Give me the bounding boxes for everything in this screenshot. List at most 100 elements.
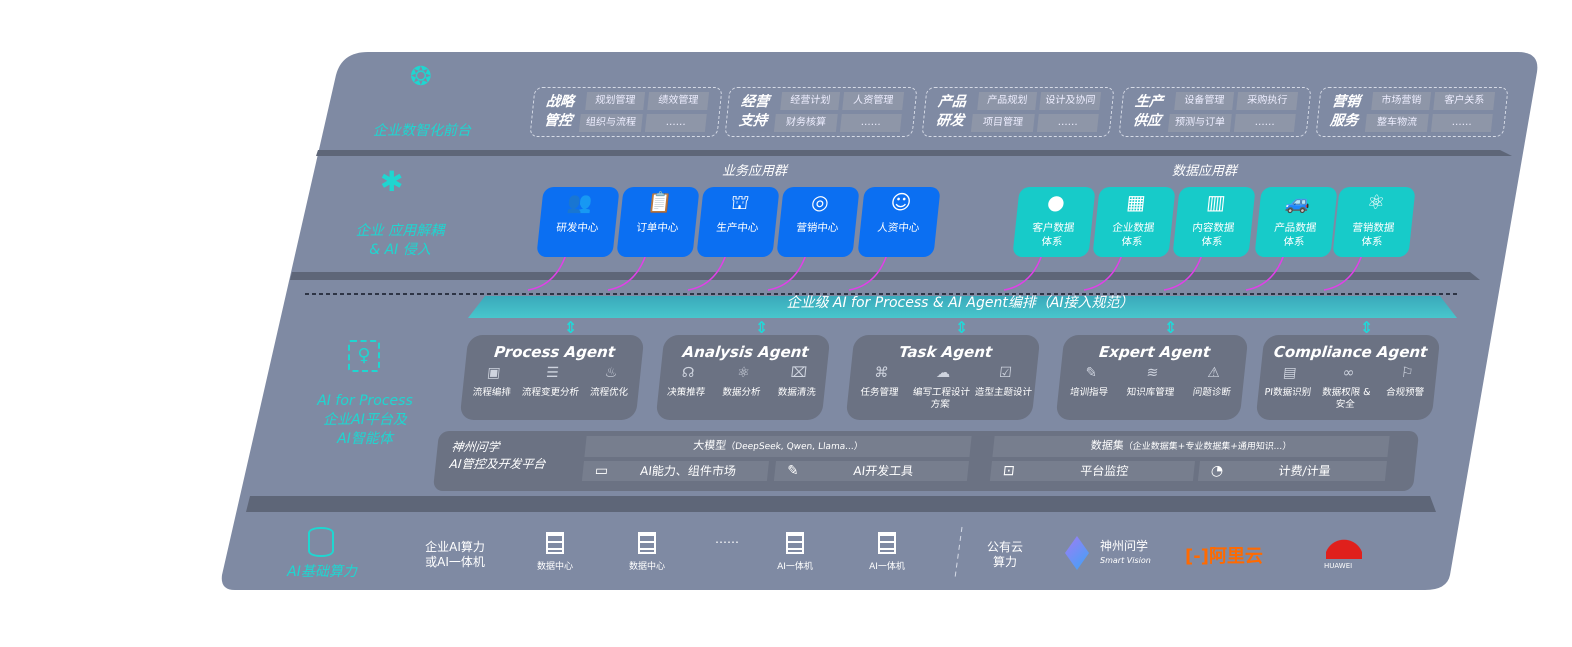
capability-label: 流程优化 — [589, 387, 629, 398]
list-icon: ☰ — [545, 365, 560, 381]
card-label: 客户数据 — [1031, 222, 1075, 234]
card-label: 企业数据 — [1111, 222, 1155, 234]
platform-cell-label: 平台监控 — [1079, 464, 1130, 478]
capability-chip: 人资管理 — [842, 92, 905, 110]
capability-label: 任务管理 — [859, 387, 900, 398]
group-title: 生产 供应 — [1132, 94, 1164, 129]
platform-cell[interactable]: ✎ AI开发工具 — [773, 461, 969, 481]
card-label: 体系 — [1040, 236, 1064, 248]
capability-chip: 设计及协同 — [1039, 92, 1102, 110]
capability-group: 营销 服务 市场营销 客户关系 整车物流…… — [1315, 87, 1509, 137]
layer-divider — [316, 150, 1512, 156]
person-icon: ☺ — [889, 190, 913, 214]
data-app-card[interactable]: ▥ 内容数据体系 — [1172, 187, 1256, 257]
capability-chip: 预测与订单 — [1167, 114, 1232, 132]
capability-chip: 市场营销 — [1371, 92, 1432, 110]
agent-title: Process Agent — [493, 343, 617, 361]
agent-capability: ☁ 编写工程设计方案 — [909, 365, 975, 411]
dev-tool-icon: ✎ — [786, 463, 800, 479]
agent-card: Analysis Agent ☊ 决策推荐 ⚛ 数据分析 ⌧ 数据清洗 — [655, 335, 831, 420]
platform-cell[interactable]: ▭ AI能力、组件市场 — [581, 461, 769, 481]
orchestration-banner-shape — [468, 296, 1457, 318]
capability-chip: …… — [1036, 114, 1099, 132]
capability-label: 造型主题设计 — [974, 387, 1033, 398]
card-label: 订单中心 — [635, 222, 679, 234]
large-model-bar: 大模型（DeepSeek, Qwen, Llama...） — [584, 436, 972, 457]
capability-label: 流程编排 — [472, 387, 512, 398]
capability-chip: …… — [644, 114, 707, 132]
capability-chip: 整车物流 — [1364, 114, 1429, 132]
capability-chip: …… — [1430, 114, 1493, 132]
agent-capability: ≋ 知识库管理 — [1119, 365, 1183, 399]
business-app-card[interactable]: 📋 订单中心 — [616, 187, 700, 257]
public-cloud-label: 公有云 算力 — [986, 540, 1023, 569]
alert-icon: ⚐ — [1399, 365, 1415, 381]
data-app-card[interactable]: ▦ 企业数据 体系 — [1092, 187, 1176, 257]
capability-chip: 设备管理 — [1174, 92, 1235, 110]
layer-label-infra: AI基础算力 — [287, 564, 357, 580]
agent-capability: ⚠ 问题诊断 — [1181, 365, 1245, 399]
agent-capability: ☑ 造型主题设计 — [971, 365, 1037, 411]
agent-card: Compliance Agent ▤ PI数据识别 ∞ 数据权限 & 安全 ⚐ 合规预警 — [1255, 335, 1441, 420]
capability-label: PI数据识别 — [1263, 387, 1312, 398]
capability-chip: 组织与流程 — [578, 114, 643, 132]
capability-chip: 项目管理 — [970, 114, 1035, 132]
bidirectional-arrow-icon: ⇕ — [564, 318, 578, 337]
ellipsis: …… — [715, 532, 739, 546]
agent-capability: ☊ 决策推荐 — [658, 365, 716, 399]
business-app-card[interactable]: ⛫ 生产中心 — [696, 187, 780, 257]
vendor-aliyun: [-]阿里云 — [1185, 546, 1263, 567]
agent-capabilities: ✎ 培训指导 ≋ 知识库管理 ⚠ 问题诊断 — [1058, 365, 1245, 399]
capability-chip: …… — [1233, 114, 1296, 132]
data-app-card[interactable]: ● 客户数据 体系 — [1012, 187, 1096, 257]
diagnose-icon: ⚠ — [1206, 365, 1221, 381]
ai-platform: 神州问学 AI管控及开发平台 大模型（DeepSeek, Qwen, Llama.… — [432, 431, 1420, 491]
factory-icon: ⛫ — [729, 190, 751, 214]
card-label: 人资中心 — [876, 222, 920, 234]
link-icon: ∞ — [1341, 365, 1356, 381]
business-app-card[interactable]: ◎ 营销中心 — [776, 187, 860, 257]
card-label: 体系 — [1282, 236, 1306, 248]
agent-capability: ⌧ 数据清洗 — [769, 365, 827, 399]
server: AI一体机 — [770, 532, 820, 575]
vendor-huawei: HUAWEI — [1324, 562, 1353, 570]
server-label: 数据中心 — [628, 562, 665, 572]
agent-capability: ♨ 流程优化 — [579, 365, 640, 399]
server-icon — [878, 532, 896, 554]
platform-cell[interactable]: ◔ 计费/计量 — [1197, 461, 1387, 481]
capability-chip: 财务核算 — [773, 114, 838, 132]
capability-group: 战略 管控 规划管理 绩效管理 组织与流程…… — [529, 87, 723, 137]
capability-chip: 绩效管理 — [647, 92, 710, 110]
card-label: 营销数据 — [1351, 222, 1395, 234]
card-label: 体系 — [1360, 236, 1384, 248]
bidirectional-arrow-icon: ⇕ — [755, 318, 769, 337]
bidirectional-arrow-icon: ⇕ — [1360, 318, 1374, 337]
agent-capabilities: ▣ 流程编排 ☰ 流程变更分析 ♨ 流程优化 — [462, 365, 641, 399]
card-label: 生产中心 — [715, 222, 759, 234]
capability-chip: 规划管理 — [585, 92, 646, 110]
card-label: 内容数据 — [1191, 222, 1235, 234]
group-title: 产品 研发 — [935, 94, 967, 129]
agent-capabilities: ⌘ 任务管理 ☁ 编写工程设计方案 ☑ 造型主题设计 — [846, 365, 1037, 411]
card-label: 体系 — [1200, 236, 1224, 248]
building-icon: ▦ — [1125, 190, 1147, 214]
capability-label: 培训指导 — [1069, 387, 1109, 398]
agent-title: Expert Agent — [1098, 343, 1212, 361]
network-icon: ⌘ — [873, 365, 890, 381]
dataset-bar: 数据集（企业数据集+专业数据集+通用知识...） — [992, 436, 1390, 457]
atom-icon: ⚛ — [736, 365, 751, 381]
capability-label: 数据权限 & 安全 — [1321, 387, 1372, 410]
data-app-card[interactable]: ⚛ 营销数据 体系 — [1332, 187, 1416, 257]
books-icon: ▥ — [1205, 190, 1227, 214]
business-app-card[interactable]: ☺ 人资中心 — [857, 187, 941, 257]
platform-name: 神州问学 AI管控及开发平台 — [448, 440, 547, 471]
vendor-smart-vision: 神州问学 Smart Vision — [1100, 539, 1151, 566]
capability-group: 产品 研发 产品规划 设计及协同 项目管理…… — [921, 87, 1115, 137]
database-icon — [308, 527, 334, 557]
layers-icon: ≋ — [1145, 365, 1160, 381]
data-app-card[interactable]: 🚙 产品数据 体系 — [1254, 187, 1338, 257]
business-app-card[interactable]: 👥 研发中心 — [536, 187, 620, 257]
platform-cell[interactable]: ⊡ 平台监控 — [989, 461, 1195, 481]
data-apps-title: 数据应用群 — [1172, 164, 1238, 179]
layer-label-ai: AI for Process 企业AI平台及 AI智能体 — [317, 393, 413, 447]
